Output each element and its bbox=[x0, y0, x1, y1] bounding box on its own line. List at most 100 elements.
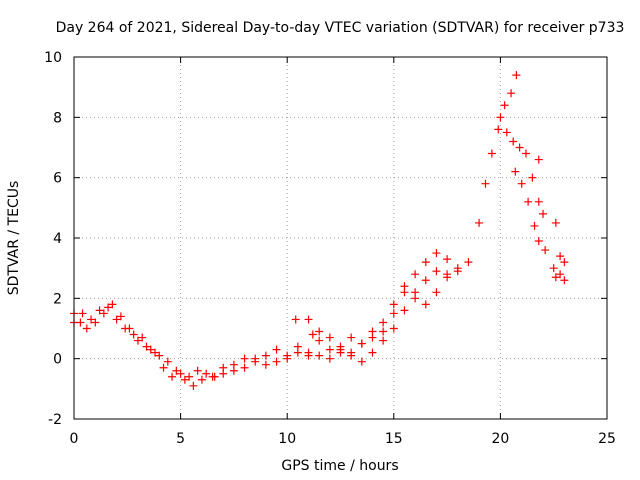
data-point bbox=[368, 327, 377, 336]
chart-title: Day 264 of 2021, Sidereal Day-to-day VTE… bbox=[56, 20, 625, 36]
data-point bbox=[357, 339, 366, 348]
data-point bbox=[138, 333, 147, 342]
series-track-1 bbox=[70, 89, 516, 381]
series-outliers bbox=[291, 71, 569, 339]
data-point bbox=[151, 348, 160, 357]
data-point bbox=[315, 327, 324, 336]
y-tick-label: 10 bbox=[44, 50, 62, 66]
data-point bbox=[251, 354, 260, 363]
data-point bbox=[208, 372, 217, 381]
data-point bbox=[189, 381, 198, 390]
data-point bbox=[168, 372, 177, 381]
data-point bbox=[432, 249, 441, 258]
data-point bbox=[304, 315, 313, 324]
data-point bbox=[389, 324, 398, 333]
data-point bbox=[315, 351, 324, 360]
data-point bbox=[272, 357, 281, 366]
tick-layer: 0 5 10 15 20 25 -2 0 2 4 6 8 10 bbox=[44, 50, 616, 447]
data-point bbox=[159, 363, 168, 372]
data-point bbox=[475, 218, 484, 227]
data-point bbox=[185, 372, 194, 381]
data-point bbox=[502, 128, 511, 137]
data-point bbox=[193, 366, 202, 375]
y-tick-label: 6 bbox=[53, 171, 62, 187]
data-point bbox=[389, 309, 398, 318]
data-point bbox=[240, 363, 249, 372]
data-point bbox=[112, 315, 121, 324]
data-point bbox=[133, 336, 142, 345]
data-point bbox=[487, 149, 496, 158]
data-point bbox=[308, 330, 317, 339]
data-point bbox=[155, 351, 164, 360]
y-tick-label: 4 bbox=[53, 231, 62, 247]
data-point bbox=[432, 267, 441, 276]
data-point bbox=[432, 288, 441, 297]
y-tick-label: 8 bbox=[53, 110, 62, 126]
data-point bbox=[549, 264, 558, 273]
data-point bbox=[304, 348, 313, 357]
data-point bbox=[494, 125, 503, 134]
data-point bbox=[551, 218, 560, 227]
x-tick-label: 25 bbox=[598, 431, 616, 447]
data-point bbox=[357, 357, 366, 366]
data-point bbox=[180, 375, 189, 384]
data-point bbox=[99, 309, 108, 318]
data-point bbox=[389, 300, 398, 309]
data-point bbox=[524, 197, 533, 206]
data-point bbox=[121, 324, 130, 333]
data-point bbox=[541, 246, 550, 255]
data-point bbox=[421, 300, 430, 309]
data-point bbox=[464, 258, 473, 267]
data-point bbox=[512, 71, 521, 80]
data-point bbox=[368, 348, 377, 357]
data-point bbox=[229, 366, 238, 375]
data-point bbox=[116, 312, 125, 321]
data-point bbox=[517, 179, 526, 188]
data-point bbox=[129, 330, 138, 339]
data-point bbox=[379, 336, 388, 345]
data-point bbox=[261, 360, 270, 369]
data-point bbox=[315, 336, 324, 345]
data-point bbox=[443, 255, 452, 264]
data-point bbox=[421, 276, 430, 285]
data-point bbox=[240, 354, 249, 363]
x-tick-label: 15 bbox=[385, 431, 403, 447]
series-track-3 bbox=[304, 267, 452, 366]
data-point bbox=[91, 318, 100, 327]
data-point bbox=[87, 315, 96, 324]
data-point bbox=[202, 369, 211, 378]
x-tick-label: 5 bbox=[176, 431, 185, 447]
plot-frame bbox=[73, 56, 608, 420]
grid-layer bbox=[74, 57, 607, 419]
data-point bbox=[176, 369, 185, 378]
data-point bbox=[511, 167, 520, 176]
data-point bbox=[534, 237, 543, 246]
data-point bbox=[411, 270, 420, 279]
x-tick-label: 0 bbox=[70, 431, 79, 447]
data-point bbox=[293, 342, 302, 351]
data-point bbox=[78, 309, 87, 318]
y-tick-label: 2 bbox=[53, 291, 62, 307]
data-point bbox=[534, 197, 543, 206]
x-axis-label: GPS time / hours bbox=[281, 458, 398, 474]
data-point bbox=[556, 252, 565, 261]
data-point bbox=[95, 306, 104, 315]
data-point bbox=[496, 113, 505, 122]
data-point bbox=[453, 264, 462, 273]
data-point bbox=[379, 318, 388, 327]
y-tick-label: -2 bbox=[48, 412, 62, 428]
data-point bbox=[325, 354, 334, 363]
data-point bbox=[283, 351, 292, 360]
x-tick-label: 20 bbox=[491, 431, 509, 447]
data-point bbox=[291, 315, 300, 324]
data-point bbox=[411, 288, 420, 297]
data-point bbox=[104, 303, 113, 312]
data-point bbox=[551, 273, 560, 282]
data-point bbox=[347, 333, 356, 342]
data-points bbox=[70, 71, 569, 390]
data-point bbox=[481, 179, 490, 188]
data-point bbox=[500, 101, 509, 110]
data-point bbox=[421, 258, 430, 267]
data-point bbox=[325, 345, 334, 354]
